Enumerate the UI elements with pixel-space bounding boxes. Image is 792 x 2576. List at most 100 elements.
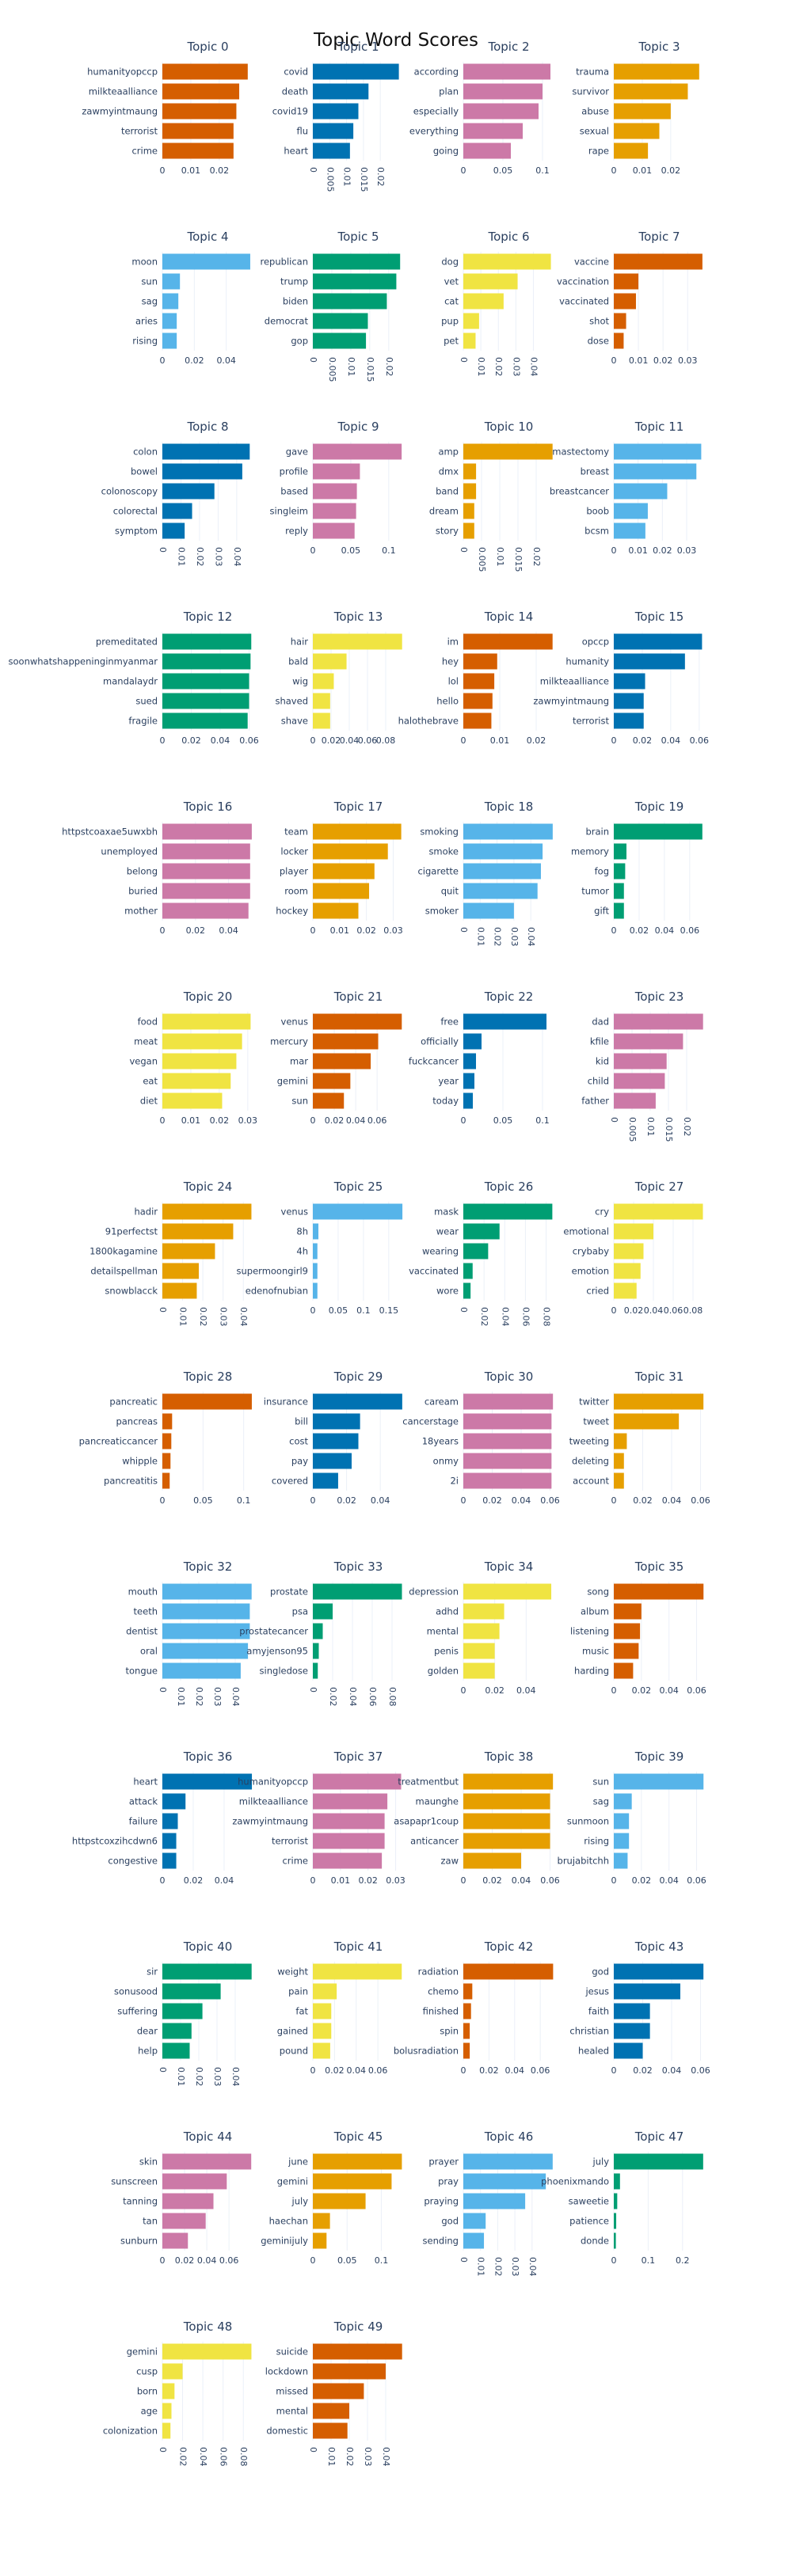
bar xyxy=(614,1053,667,1070)
bar xyxy=(463,1583,552,1600)
x-tick-label: 0.04 xyxy=(238,1307,249,1327)
bar xyxy=(463,2213,486,2229)
bar xyxy=(463,2153,553,2170)
bar xyxy=(463,1073,474,1089)
category-label: spin xyxy=(440,2026,459,2037)
category-label: colorectal xyxy=(113,506,158,517)
bar xyxy=(313,843,388,860)
topic-chart-36: Topic 36 heart attack failure httpstcoxzihcd… xyxy=(72,1750,253,1886)
x-tick-label: 0.03 xyxy=(212,2067,223,2087)
category-label: missed xyxy=(276,2386,308,2397)
topic-chart-8: Topic 8 colon bowel colonoscopy colorectal sy… xyxy=(101,420,250,567)
topic-title: Topic 21 xyxy=(333,990,383,1004)
x-tick-label: 0.01 xyxy=(476,357,486,377)
x-tick-label: 0.02 xyxy=(479,1307,489,1327)
bar xyxy=(313,1053,371,1070)
x-tick-label: 0.04 xyxy=(381,2447,391,2467)
bar xyxy=(463,1033,482,1050)
bar xyxy=(463,653,497,670)
category-label: kid xyxy=(596,1056,609,1067)
category-label: colonoscopy xyxy=(101,486,158,497)
category-label: 18years xyxy=(422,1436,459,1447)
bar xyxy=(313,2232,327,2249)
category-label: whipple xyxy=(122,1456,158,1467)
x-tick-label: 0.02 xyxy=(194,1687,204,1707)
category-label: milkteaalliance xyxy=(89,86,158,97)
x-tick-label: 0.015 xyxy=(365,357,375,382)
bar xyxy=(463,712,492,729)
x-tick-label: 0.08 xyxy=(683,1305,703,1316)
x-tick-label: 0.02 xyxy=(356,925,376,936)
x-tick-label: 0.04 xyxy=(232,547,242,567)
x-tick-label: 0.04 xyxy=(340,735,360,746)
category-label: domestic xyxy=(266,2426,308,2437)
x-tick-label: 0.005 xyxy=(627,1117,638,1142)
category-label: gemini xyxy=(277,2176,308,2187)
x-tick-label: 0.08 xyxy=(542,1307,552,1327)
x-tick-label: 0.01 xyxy=(342,167,352,187)
x-tick-label: 0.02 xyxy=(384,357,394,377)
bar xyxy=(313,2403,349,2419)
x-tick-label: 0.015 xyxy=(359,167,369,192)
topic-title: Topic 37 xyxy=(333,1750,383,1764)
x-tick-label: 0.04 xyxy=(662,2065,682,2076)
x-tick-label: 0.02 xyxy=(661,165,681,176)
category-label: tweet xyxy=(583,1416,609,1427)
x-tick-label: 0.04 xyxy=(655,925,675,936)
x-tick-label: 0.04 xyxy=(659,1685,679,1696)
bar xyxy=(162,1643,249,1659)
x-tick-label: 0.02 xyxy=(531,547,542,567)
topic-title: Topic 16 xyxy=(183,800,233,814)
topic-chart-33: Topic 33 prostate psa prostatecancer amyjens… xyxy=(239,1560,402,1707)
category-label: httpstcoxzihcdwn6 xyxy=(72,1836,158,1847)
category-label: attack xyxy=(129,1796,158,1807)
bar xyxy=(463,503,474,519)
x-tick-label: 0 xyxy=(158,2447,168,2453)
topic-chart-26: Topic 26 mask wear wearing vaccinated wore 0 0.… xyxy=(409,1180,553,1327)
x-tick-label: 0.06 xyxy=(367,1115,387,1126)
category-label: vaccinated xyxy=(409,1266,459,1277)
x-tick-label: 0 xyxy=(158,1307,168,1313)
topic-title: Topic 40 xyxy=(183,1940,233,1954)
category-label: cat xyxy=(444,296,459,307)
x-tick-label: 0.01 xyxy=(628,545,648,556)
category-label: tweeting xyxy=(569,1436,609,1447)
bar xyxy=(614,1773,704,1790)
x-tick-label: 0.06 xyxy=(219,2447,229,2467)
category-label: survivor xyxy=(572,86,609,97)
x-tick-label: 0.03 xyxy=(511,357,521,377)
x-tick-label: 0 xyxy=(310,925,316,936)
x-tick-label: 0.02 xyxy=(358,1875,378,1886)
category-label: smoking xyxy=(420,826,459,838)
bar xyxy=(313,83,369,100)
topic-title: Topic 9 xyxy=(337,420,379,434)
category-label: humanity xyxy=(565,656,609,667)
x-tick-label: 0.2 xyxy=(676,2255,690,2266)
category-label: 1800kagamine xyxy=(89,1246,158,1257)
topic-title: Topic 0 xyxy=(186,40,228,54)
category-label: hey xyxy=(442,656,459,667)
bar xyxy=(313,1983,337,2000)
bar xyxy=(463,1643,495,1659)
x-tick-label: 0 xyxy=(310,735,316,746)
bar xyxy=(614,1453,624,1469)
x-tick-label: 0.05 xyxy=(337,2255,357,2266)
category-label: singleim xyxy=(270,506,308,517)
category-label: crime xyxy=(131,146,158,157)
bar xyxy=(162,1963,252,1980)
bar xyxy=(463,863,541,880)
bar xyxy=(162,2383,175,2399)
bar xyxy=(614,1983,680,2000)
x-tick-label: 0.04 xyxy=(197,2255,217,2266)
topic-title: Topic 39 xyxy=(634,1750,684,1764)
bar xyxy=(313,1813,385,1829)
x-tick-label: 0 xyxy=(158,547,168,553)
x-tick-label: 0.02 xyxy=(479,2065,499,2076)
bar xyxy=(463,253,551,270)
bar xyxy=(313,142,350,159)
bar xyxy=(162,673,249,690)
x-tick-label: 0.04 xyxy=(500,1307,510,1327)
